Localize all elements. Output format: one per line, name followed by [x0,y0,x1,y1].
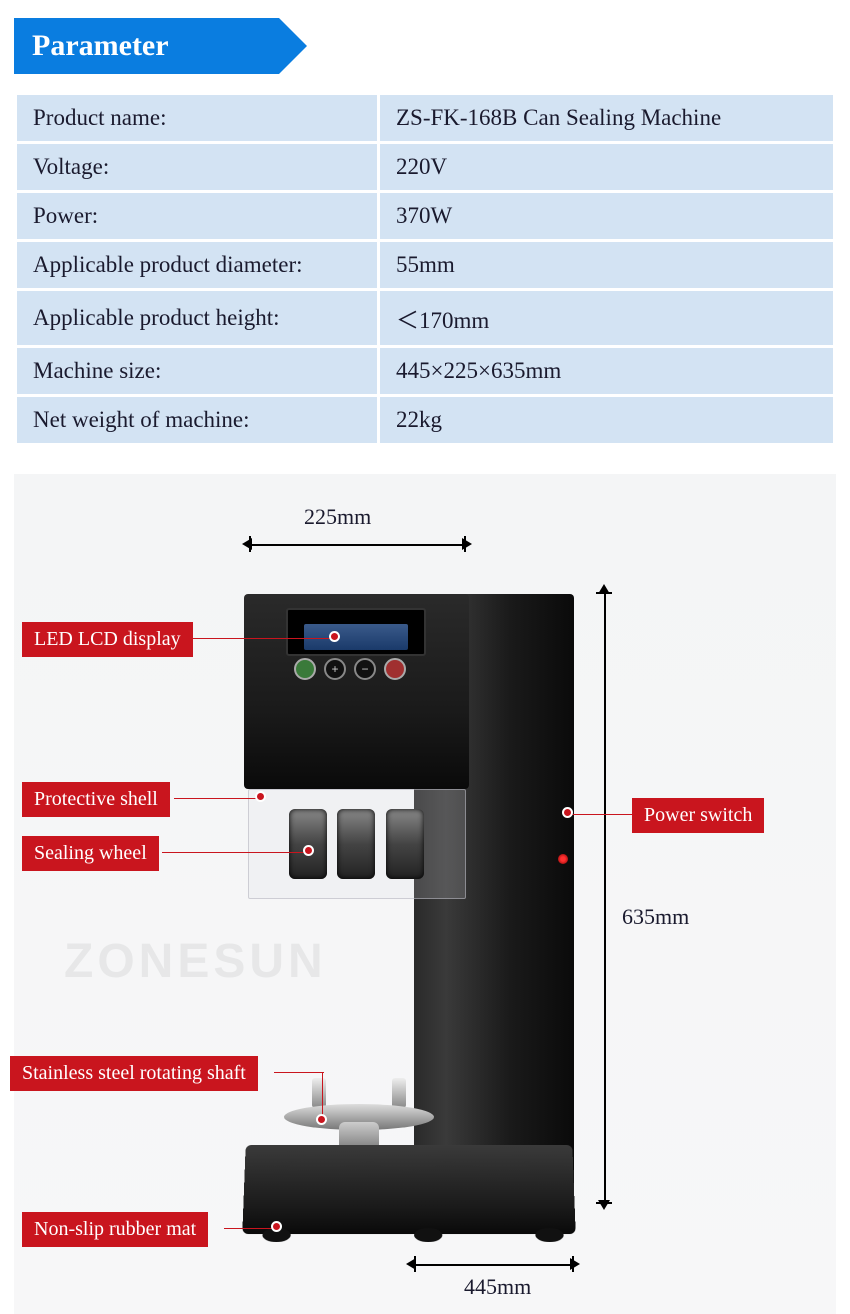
dimension-height: 635mm [622,904,689,930]
section-header: Parameter [14,18,279,74]
spec-label: Net weight of machine: [17,397,377,443]
table-row: Applicable product diameter: 55mm [17,242,833,288]
leader-dot-icon [271,1221,282,1232]
spec-table: Product name: ZS-FK-168B Can Sealing Mac… [14,92,836,446]
sealing-wheel-part [386,809,424,879]
sealing-wheel-part [289,809,327,879]
leader-line [184,638,332,639]
spec-label: Applicable product diameter: [17,242,377,288]
callout-power-switch: Power switch [632,798,764,833]
machine-illustration: DC-168 新型智能封罐机 + − [244,574,574,1234]
section-title: Parameter [32,29,169,63]
leader-dot-icon [255,791,266,802]
product-diagram: ZONESUN DC-168 新型智能封罐机 + − [14,474,836,1314]
platform-pin [312,1078,326,1108]
dimension-line [414,1264,572,1266]
sealing-mechanism [284,799,429,889]
leader-line [572,814,632,815]
callout-rotating-shaft: Stainless steel rotating shaft [10,1056,258,1091]
machine-head: DC-168 新型智能封罐机 + − [244,594,469,789]
leader-line [274,1072,324,1073]
table-row: Machine size: 445×225×635mm [17,348,833,394]
table-row: Applicable product height: ＜170mm [17,291,833,345]
dimension-tick [249,536,251,552]
leader-line [162,852,306,853]
spec-value: 55mm [380,242,833,288]
spec-value: ＜170mm [380,291,833,345]
dimension-tick [572,1256,574,1272]
spec-value: 220V [380,144,833,190]
lcd-screen [304,624,408,650]
spec-label: Machine size: [17,348,377,394]
callout-rubber-mat: Non-slip rubber mat [22,1212,208,1247]
start-button-icon [294,658,316,680]
table-row: Net weight of machine: 22kg [17,397,833,443]
leader-dot-icon [303,845,314,856]
spec-value: 370W [380,193,833,239]
platform-pin [392,1078,406,1108]
spec-value: 445×225×635mm [380,348,833,394]
table-row: Product name: ZS-FK-168B Can Sealing Mac… [17,95,833,141]
leader-line [322,1072,323,1116]
leader-line [224,1228,274,1229]
minus-button-icon: − [354,658,376,680]
spec-label: Applicable product height: [17,291,377,345]
sealing-wheel-part [337,809,375,879]
rotating-platform [284,1074,434,1144]
machine-base [242,1145,575,1234]
leader-dot-icon [329,631,340,642]
callout-protective-shell: Protective shell [22,782,170,817]
dimension-tick [596,592,612,594]
arrowhead-icon [242,538,252,550]
spec-label: Voltage: [17,144,377,190]
dimension-depth: 445mm [464,1274,531,1300]
spec-value: ZS-FK-168B Can Sealing Machine [380,95,833,141]
rubber-foot [535,1228,564,1242]
dimension-tick [414,1256,416,1272]
rubber-foot [414,1228,442,1242]
table-row: Power: 370W [17,193,833,239]
leader-dot-icon [316,1114,327,1125]
dimension-tick [464,536,466,552]
dimension-tick [596,1202,612,1204]
dimension-line [604,592,606,1202]
spec-label: Power: [17,193,377,239]
spec-label: Product name: [17,95,377,141]
dimension-line [249,544,464,546]
power-switch-dot [558,854,568,864]
spec-value: 22kg [380,397,833,443]
leader-line [174,798,258,799]
dimension-width: 225mm [304,504,371,530]
control-buttons: + − [294,658,406,680]
plus-button-icon: + [324,658,346,680]
stop-button-icon [384,658,406,680]
callout-led-lcd: LED LCD display [22,622,193,657]
leader-dot-icon [562,807,573,818]
table-row: Voltage: 220V [17,144,833,190]
callout-sealing-wheel: Sealing wheel [22,836,159,871]
